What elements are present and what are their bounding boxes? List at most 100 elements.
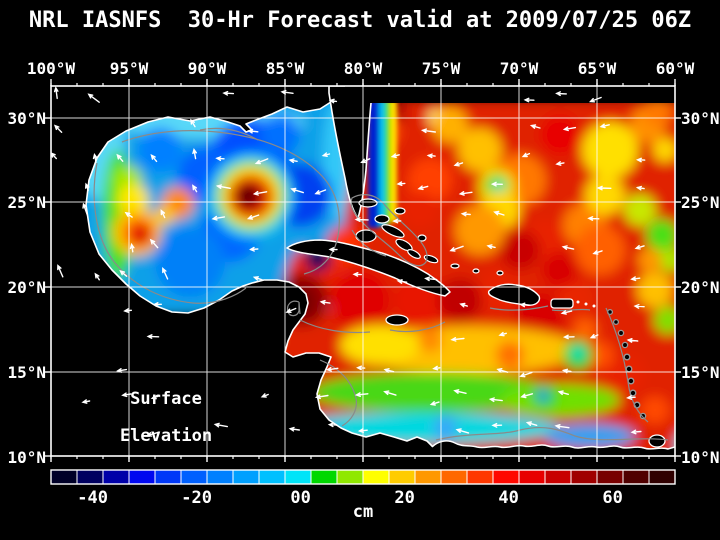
- vector-arrow-icon: [596, 185, 612, 191]
- colorbar-cell: [440, 469, 468, 485]
- lat-tick-label: 30°N: [681, 109, 720, 128]
- figure-title: NRL IASNFS 30-Hr Forecast valid at 2009/…: [29, 8, 691, 33]
- land-puerto-rico: [550, 298, 574, 309]
- land-cuba: [286, 239, 451, 297]
- vector-arrow-icon: [53, 86, 59, 100]
- vector-arrow-icon: [491, 422, 503, 428]
- colorbar-tick-label: -20: [181, 488, 212, 508]
- vector-arrow-icon: [288, 158, 298, 164]
- land-north-central-america: [51, 86, 438, 456]
- vector-arrow-icon: [486, 244, 496, 249]
- vector-arrow-icon: [383, 390, 397, 396]
- vector-arrow-icon: [562, 334, 575, 340]
- vector-arrow-icon: [396, 181, 406, 187]
- colorbar-tick-label: 60: [602, 488, 622, 508]
- lat-tick-label: 15°N: [7, 363, 46, 382]
- vector-arrow-icon: [285, 307, 297, 313]
- colorbar-cell: [206, 469, 234, 485]
- vector-arrow-icon: [396, 279, 408, 284]
- vector-arrow-icon: [146, 334, 160, 339]
- vector-arrow-icon: [149, 238, 159, 249]
- vector-arrow-icon: [354, 217, 369, 222]
- vector-arrow-icon: [260, 393, 269, 398]
- vector-arrow-icon: [124, 211, 133, 218]
- vector-arrow-icon: [81, 399, 91, 404]
- vector-arrow-icon: [429, 401, 440, 406]
- vector-arrow-icon: [160, 209, 166, 219]
- vector-arrow-icon: [520, 393, 534, 399]
- vector-arrow-icon: [150, 394, 160, 400]
- vector-arrow-icon: [57, 264, 64, 278]
- vector-arrow-icon: [555, 91, 567, 97]
- current-vectors: [51, 86, 646, 437]
- colorbar-tick-label: 00: [290, 488, 310, 508]
- vector-arrow-icon: [92, 153, 98, 163]
- vector-arrow-icon: [557, 390, 569, 396]
- vector-arrow-icon: [420, 128, 436, 134]
- vector-arrow-icon: [328, 98, 338, 104]
- colorbar-cell: [102, 469, 130, 485]
- vector-arrow-icon: [635, 157, 646, 163]
- vector-arrow-icon: [82, 202, 88, 216]
- vector-arrow-icon: [592, 250, 603, 255]
- gulf-stream-strip: [368, 100, 397, 228]
- vector-arrow-icon: [519, 302, 530, 308]
- land-masses: [51, 86, 675, 456]
- lon-tick-label: 70°W: [500, 59, 539, 78]
- map-plot-area: [51, 86, 675, 456]
- vector-arrow-icon: [488, 397, 503, 403]
- vector-arrow-icon: [392, 218, 402, 224]
- lat-tick-label: 30°N: [7, 109, 46, 128]
- colorbar-cell: [596, 469, 624, 485]
- vector-arrow-icon: [150, 154, 158, 163]
- vector-arrow-icon: [247, 128, 259, 134]
- vector-arrow-icon: [521, 152, 531, 158]
- vector-arrow-icon: [288, 426, 300, 432]
- coastline-north-central-america: [85, 99, 439, 456]
- lat-tick-label: 20°N: [7, 278, 46, 297]
- colorbar-cell: [258, 469, 286, 485]
- colorbar-cell: [648, 469, 676, 485]
- vector-arrow-icon: [360, 158, 371, 164]
- colorbar-cell: [466, 469, 494, 485]
- variable-label-line2: Elevation: [120, 426, 212, 446]
- lon-tick-label: 90°W: [188, 59, 227, 78]
- vector-arrow-icon: [453, 161, 464, 167]
- colorbar-cell: [544, 469, 572, 485]
- vector-arrow-icon: [94, 272, 100, 281]
- colorbar-tick-label: 20: [394, 488, 414, 508]
- lon-tick-label: 80°W: [344, 59, 383, 78]
- vector-arrow-icon: [432, 365, 441, 371]
- vector-arrow-icon: [493, 210, 505, 216]
- vector-arrow-icon: [529, 124, 541, 129]
- vector-arrow-icon: [459, 302, 468, 308]
- vector-arrow-icon: [426, 153, 436, 159]
- lon-tick-label: 100°W: [27, 59, 76, 78]
- vector-arrow-icon: [383, 368, 395, 373]
- vector-arrow-icon: [588, 96, 602, 103]
- lat-tick-label: 10°N: [7, 448, 46, 467]
- vector-arrow-icon: [555, 161, 565, 166]
- vector-arrow-icon: [561, 245, 575, 250]
- colorbar-cell: [284, 469, 312, 485]
- lat-tick-label: 25°N: [681, 193, 720, 212]
- vector-arrow-icon: [129, 242, 135, 253]
- land-jamaica: [385, 314, 409, 326]
- vector-arrow-icon: [152, 302, 162, 307]
- coastline-south-america: [431, 440, 675, 450]
- colorbar-cell: [180, 469, 208, 485]
- vector-arrow-icon: [252, 276, 263, 281]
- vector-arrow-icon: [630, 429, 642, 435]
- vector-arrow-icon: [53, 124, 63, 133]
- vector-arrow-icon: [554, 424, 570, 429]
- vector-arrow-icon: [599, 123, 610, 129]
- lon-tick-label: 95°W: [110, 59, 149, 78]
- vector-arrow-icon: [634, 244, 645, 250]
- vector-arrow-icon: [211, 215, 226, 221]
- land-hispaniola: [487, 283, 541, 306]
- vector-arrow-icon: [87, 93, 100, 103]
- vector-arrow-icon: [496, 368, 509, 373]
- colorbar-cell: [128, 469, 156, 485]
- vector-arrow-icon: [254, 158, 269, 165]
